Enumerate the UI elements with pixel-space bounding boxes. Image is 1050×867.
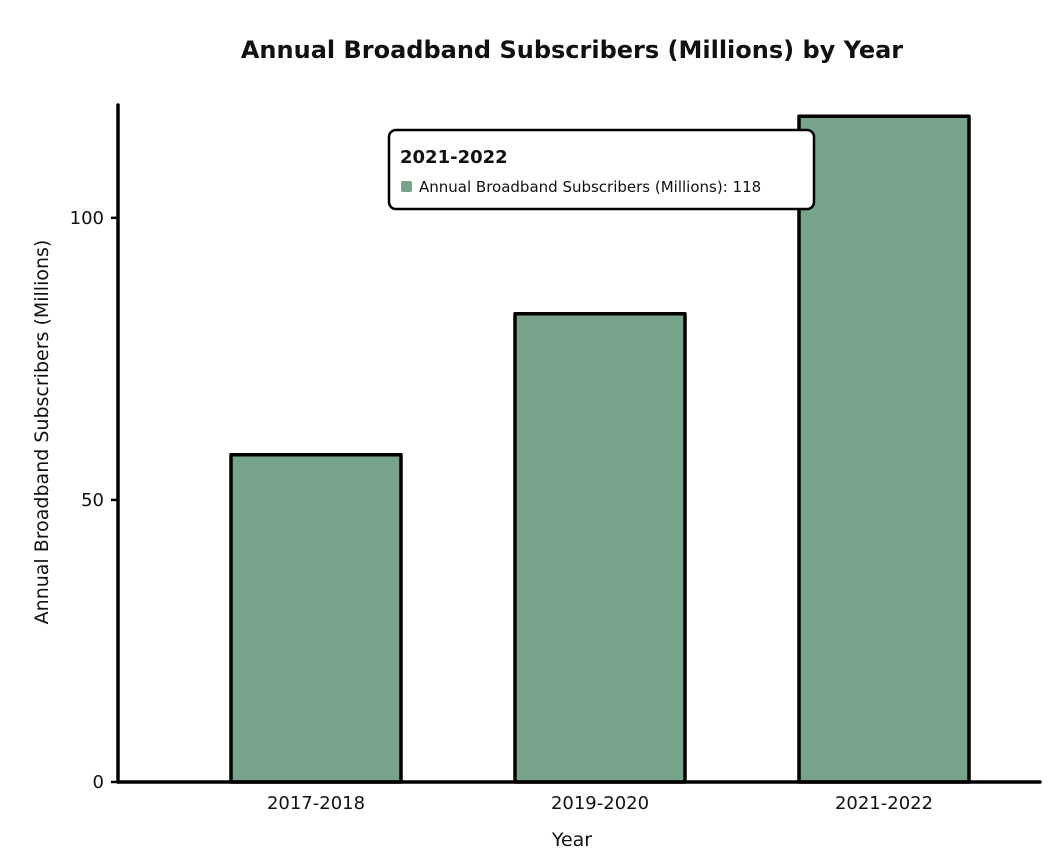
y-axis-label: Annual Broadband Subscribers (Millions) [31, 240, 53, 625]
bars-group [229, 114, 971, 784]
x-tick-label: 2017-2018 [267, 793, 365, 814]
tooltip-title: 2021-2022 [400, 147, 508, 168]
chart-title: Annual Broadband Subscribers (Millions) … [241, 36, 903, 64]
x-tick-label: 2021-2022 [835, 793, 933, 814]
bar-2021-2022[interactable] [797, 114, 971, 784]
y-tick-label: 100 [70, 208, 104, 229]
tooltip-label: Annual Broadband Subscribers (Millions):… [419, 178, 761, 196]
tooltip-box [387, 128, 816, 211]
y-ticks-group: 0 50 100 [70, 208, 118, 793]
bar-2019-2020[interactable] [513, 311, 687, 784]
y-tick-label: 50 [81, 490, 104, 511]
y-tick-label: 0 [93, 772, 104, 793]
x-axis-label: Year [551, 829, 592, 851]
bar-2017-2018[interactable] [229, 453, 403, 784]
x-ticks-group: 2017-2018 2019-2020 2021-2022 [267, 793, 933, 814]
tooltip: 2021-2022 Annual Broadband Subscribers (… [387, 128, 816, 211]
x-tick-label: 2019-2020 [551, 793, 649, 814]
tooltip-color-swatch [401, 181, 412, 192]
